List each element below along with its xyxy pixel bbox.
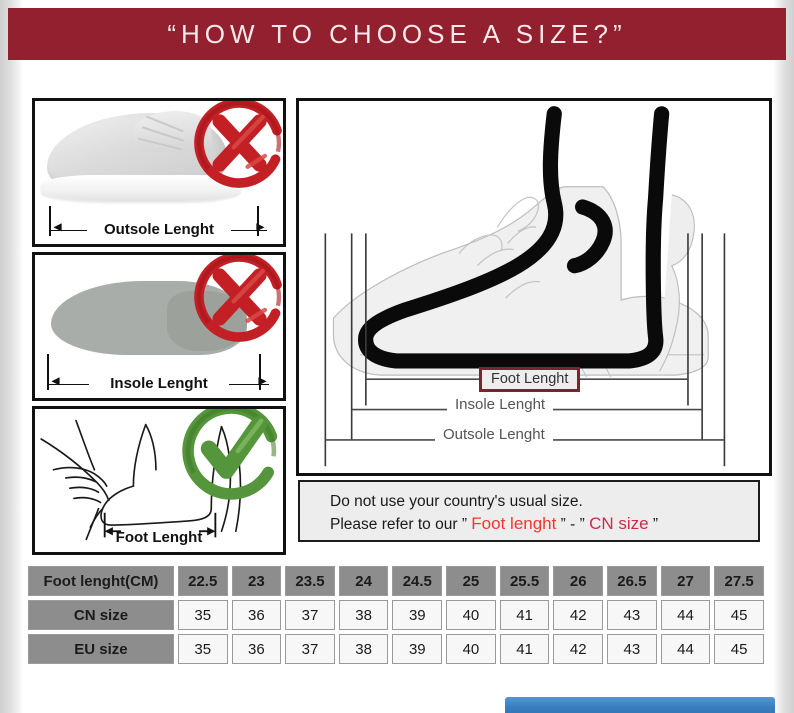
cell-eu-size: 41: [499, 634, 550, 664]
cell-eu-size: 42: [553, 634, 604, 664]
page-edge-right: [774, 0, 794, 713]
note-highlight-cn-size: CN size: [589, 514, 649, 533]
cell-cn-size: 36: [231, 600, 282, 630]
outsole-length-label: Outsole Lenght: [435, 426, 553, 443]
note-line2-post: ”: [648, 516, 659, 533]
insole-length-label: Insole Lenght: [447, 396, 554, 413]
cell-eu-size: 40: [446, 634, 496, 664]
cell-foot-length: 26: [553, 566, 604, 596]
panel-caption-insole: Insole Lenght: [110, 375, 208, 392]
cell-foot-length: 22.5: [177, 566, 228, 596]
panel-insole: Insole Lenght: [32, 252, 286, 401]
red-x-icon: [194, 255, 283, 342]
row-label-foot-length: Foot lenght(CM): [28, 566, 174, 596]
row-label-cn-size: CN size: [28, 600, 174, 630]
cell-cn-size: 42: [553, 600, 604, 630]
cell-cn-size: 45: [714, 600, 764, 630]
table-row-foot-length: Foot lenght(CM) 22.5 23 23.5 24 24.5 25 …: [28, 566, 768, 596]
measure-tick-right: [259, 354, 261, 390]
panel-caption-outsole: Outsole Lenght: [104, 221, 214, 238]
shoe-outsole: [41, 175, 241, 201]
cell-cn-size: 40: [446, 600, 496, 630]
cell-eu-size: 43: [607, 634, 657, 664]
cell-cn-size: 43: [607, 600, 657, 630]
cell-foot-length: 23.5: [285, 566, 335, 596]
panel-outsole: Outsole Lenght: [32, 98, 286, 247]
note-highlight-foot-lenght: Foot lenght: [471, 514, 557, 533]
cell-foot-length: 24.5: [392, 566, 443, 596]
cell-cn-size: 37: [285, 600, 335, 630]
measure-tick-right: [257, 206, 259, 236]
cell-foot-length: 24: [338, 566, 389, 596]
cell-eu-size: 38: [338, 634, 389, 664]
page-title: “HOW TO CHOOSE A SIZE?”: [167, 18, 627, 49]
cell-cn-size: 44: [660, 600, 711, 630]
cell-foot-length: 23: [231, 566, 282, 596]
measure-tick-left: [47, 354, 49, 390]
table-row-eu-size: EU size 35 36 37 38 39 40 41 42 43 44 45: [28, 634, 768, 664]
measure-line-left: [49, 383, 89, 385]
note-line-2: Please refer to our ” Foot lenght ” - ” …: [330, 513, 758, 536]
cell-cn-size: 38: [338, 600, 389, 630]
cell-foot-length: 27.5: [714, 566, 764, 596]
cell-foot-length: 25.5: [499, 566, 550, 596]
cell-cn-size: 41: [499, 600, 550, 630]
cell-eu-size: 39: [392, 634, 443, 664]
cell-foot-length: 26.5: [607, 566, 657, 596]
cell-foot-length: 25: [446, 566, 496, 596]
page-edge-left: [0, 0, 22, 713]
measure-line-left: [51, 229, 87, 231]
header-banner: “HOW TO CHOOSE A SIZE?”: [8, 8, 786, 60]
measure-tick-left: [49, 206, 51, 236]
cell-eu-size: 37: [285, 634, 335, 664]
hand-measuring-foot-drawing: [40, 419, 242, 541]
cell-eu-size: 44: [660, 634, 711, 664]
panel-foot: Foot Lenght: [32, 406, 286, 555]
foot-length-label: Foot Lenght: [479, 367, 581, 392]
foot-in-shoe-illustration: [324, 106, 726, 467]
note-line2-mid: ” - ”: [556, 516, 590, 533]
bottom-action-bar[interactable]: [505, 697, 775, 713]
note-line2-pre: Please refer to our ”: [330, 516, 472, 533]
cell-eu-size: 45: [714, 634, 764, 664]
panel-caption-foot: Foot Lenght: [115, 529, 203, 546]
row-label-eu-size: EU size: [28, 634, 174, 664]
measure-line-right: [229, 383, 269, 385]
cell-cn-size: 39: [392, 600, 443, 630]
table-row-cn-size: CN size 35 36 37 38 39 40 41 42 43 44 45: [28, 600, 768, 630]
cell-foot-length: 27: [660, 566, 711, 596]
cell-eu-size: 36: [231, 634, 282, 664]
main-foot-shoe-diagram: Foot Lenght Insole Lenght Outsole Lenght: [296, 98, 772, 476]
measure-line-right: [231, 229, 267, 231]
red-x-icon: [194, 101, 283, 188]
note-line-1: Do not use your country's usual size.: [330, 493, 583, 510]
green-check-icon: [182, 409, 280, 500]
size-conversion-table: Foot lenght(CM) 22.5 23 23.5 24 24.5 25 …: [28, 566, 768, 668]
cell-eu-size: 35: [177, 634, 228, 664]
size-note-box: Do not use your country's usual size. Pl…: [298, 480, 760, 542]
cell-cn-size: 35: [177, 600, 228, 630]
